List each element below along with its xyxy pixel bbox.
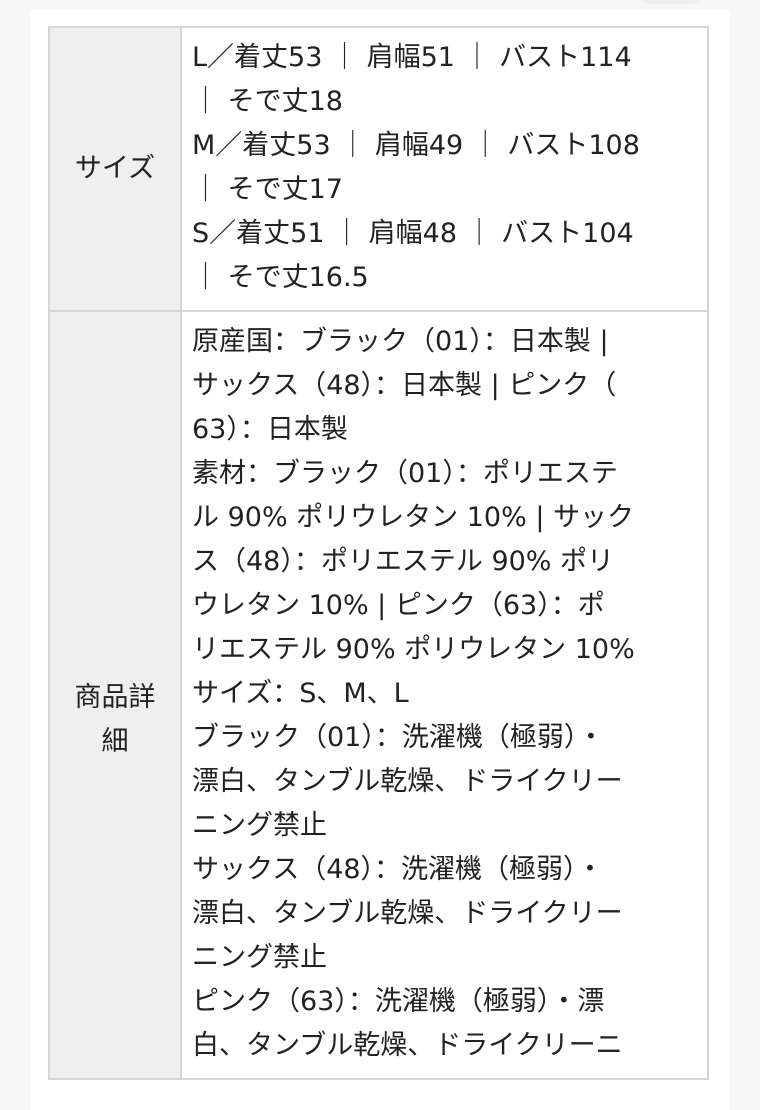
value-line: L／着丈53 ｜ 肩幅51 ｜ バスト114: [192, 42, 632, 73]
value-line: 63）：日本製: [192, 414, 348, 445]
details-value: 原産国：ブラック（01）：日本製 | サックス（48）：日本製 | ピンク（ 63）…: [180, 310, 709, 1080]
value-line: ウレタン 10% | ピンク（63）：ポ: [192, 590, 605, 621]
details-header: 商品詳 細: [48, 310, 182, 1080]
value-line: S／着丈51 ｜ 肩幅48 ｜ バスト104: [192, 218, 634, 249]
value-line: ｜ そで丈16.5: [192, 262, 369, 293]
value-line: サックス（48）：洗濯機（極弱）・: [192, 854, 604, 885]
table-row-size: サイズ L／着丈53 ｜ 肩幅51 ｜ バスト114 ｜ そで丈18 M／着丈53…: [48, 26, 709, 312]
details-header-line: 細: [101, 726, 129, 757]
value-line: 漂白、タンブル乾燥、ドライクリー: [192, 898, 623, 929]
size-header: サイズ: [48, 26, 182, 312]
value-line: サイズ：S、M、L: [192, 678, 409, 709]
details-header-line: 商品詳: [74, 682, 156, 713]
value-line: ニング禁止: [192, 942, 327, 973]
value-line: ｜ そで丈17: [192, 174, 343, 205]
value-line: ｜ そで丈18: [192, 86, 343, 117]
value-line: サックス（48）：日本製 | ピンク（: [192, 370, 617, 401]
value-line: M／着丈53 ｜ 肩幅49 ｜ バスト108: [192, 130, 640, 161]
value-line: 素材：ブラック（01）：ポリエステ: [192, 458, 618, 489]
value-line: リエステル 90% ポリウレタン 10%: [192, 634, 635, 665]
value-line: ス（48）：ポリエステル 90% ポリ: [192, 546, 615, 577]
table-row-details: 商品詳 細 原産国：ブラック（01）：日本製 | サックス（48）：日本製 | ピ…: [48, 310, 709, 1080]
size-value: L／着丈53 ｜ 肩幅51 ｜ バスト114 ｜ そで丈18 M／着丈53 ｜ 肩…: [180, 26, 709, 312]
value-line: 白、タンブル乾燥、ドライクリーニ: [192, 1030, 623, 1061]
value-line: 漂白、タンブル乾燥、ドライクリー: [192, 766, 623, 797]
value-line: ニング禁止: [192, 810, 327, 841]
product-spec-table: サイズ L／着丈53 ｜ 肩幅51 ｜ バスト114 ｜ そで丈18 M／着丈53…: [48, 26, 709, 1080]
value-line: 原産国：ブラック（01）：日本製 |: [192, 326, 609, 357]
value-line: ル 90% ポリウレタン 10% | サック: [192, 502, 635, 533]
value-line: ブラック（01）：洗濯機（極弱）・: [192, 722, 605, 753]
top-button-edge: [640, 0, 700, 4]
value-line: ピンク（63）：洗濯機（極弱）・漂: [192, 986, 605, 1017]
